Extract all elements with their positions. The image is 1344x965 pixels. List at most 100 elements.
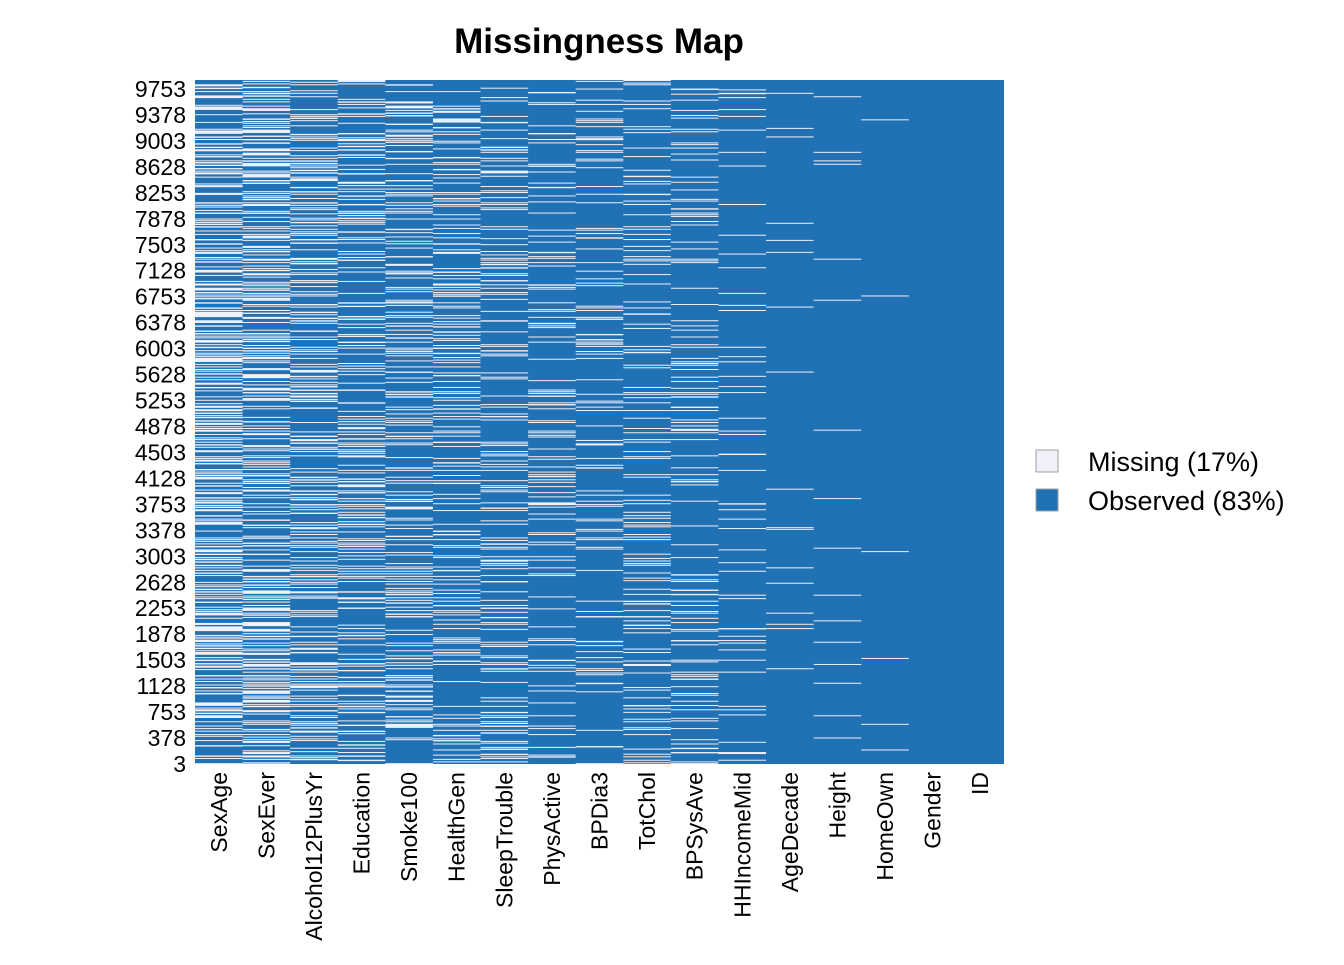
missing-cell [623,705,671,707]
missing-cell [195,429,243,432]
missing-cell [480,646,529,648]
missing-cell [242,699,291,703]
missing-cell [766,612,814,614]
missing-cell [385,432,433,434]
missing-cell [242,350,291,352]
legend-label: Observed (83%) [1088,486,1285,516]
missing-cell [290,522,338,524]
missing-cell [385,500,433,503]
missing-cell [290,666,338,668]
missing-cell [718,151,767,153]
missing-cell [195,212,243,214]
missing-cell [242,249,291,251]
missing-cell [337,545,386,547]
missing-cell [195,354,243,356]
missing-cell [290,207,338,209]
missing-cell [623,624,671,626]
missing-cell [623,175,671,178]
missing-cell [242,584,291,586]
missing-cell [432,523,481,525]
missing-cell [290,249,338,251]
missing-cell [623,456,671,458]
missing-cell [670,380,719,382]
missing-cell [385,629,433,631]
missing-cell [290,545,338,547]
x-tick-label: SexEver [253,772,279,859]
missing-cell [480,209,529,211]
missing-cell [242,148,291,152]
missing-cell [337,215,386,217]
missing-cell [385,634,433,636]
missing-cell [575,548,624,550]
missing-cell [337,198,386,200]
missing-cell [575,657,624,659]
missing-cell [242,513,291,515]
missing-cell [337,139,386,142]
missing-cell [290,498,338,501]
missing-cell [290,595,338,597]
missing-cell [337,607,386,609]
missing-cell [290,560,338,562]
missing-cell [337,681,386,683]
missing-cell [480,100,529,102]
missing-cell [623,245,671,247]
missing-cell [385,377,433,379]
missing-cell [528,133,576,135]
missing-cell [480,238,529,240]
missing-cell [195,239,243,241]
missing-cell [528,389,576,391]
missing-cell [528,544,576,546]
missing-cell [623,256,671,258]
missing-cell [670,644,719,646]
missing-cell [337,271,386,273]
missing-cell [575,318,624,320]
missing-cell [195,296,243,298]
missing-cell [195,223,243,226]
missing-cell [242,316,291,319]
missing-cell [480,451,529,453]
missing-cell [575,103,624,105]
missing-cell [337,676,386,679]
missing-cell [337,451,386,453]
missing-cell [337,508,386,510]
missing-cell [242,329,291,331]
missing-cell [195,643,243,645]
missing-cell [432,227,481,229]
missing-cell [670,557,719,559]
missing-cell [766,488,814,490]
missing-cell [813,163,862,165]
missing-cell [670,208,719,210]
missing-cell [623,499,671,501]
missing-cell [385,301,433,304]
x-tick-label: Education [349,772,375,874]
missing-cell [385,112,433,114]
missing-cell [242,98,291,100]
missing-cell [623,367,671,369]
missing-cell [670,581,719,583]
missing-cell [528,434,576,436]
missing-cell [575,262,624,264]
missing-cell [290,635,338,638]
missing-cell [337,511,386,513]
missing-cell [480,97,529,99]
missing-cell [290,678,338,680]
missing-cell [242,210,291,212]
missing-cell [385,570,433,572]
missing-cell [290,291,338,293]
missing-cell [385,642,433,644]
missing-cell [432,399,481,401]
missing-cell [528,358,576,360]
missing-cell [480,537,529,539]
missing-cell [432,274,481,276]
missing-cell [528,466,576,468]
missing-cell [337,484,386,488]
missing-cell [290,349,338,351]
missing-cell [290,534,338,535]
missing-cell [623,711,671,713]
missing-cell [528,702,576,704]
missing-cell [766,528,814,530]
missing-cell [480,662,529,664]
missing-cell [337,374,386,376]
missing-cell [766,251,814,253]
missing-cell [290,221,338,224]
